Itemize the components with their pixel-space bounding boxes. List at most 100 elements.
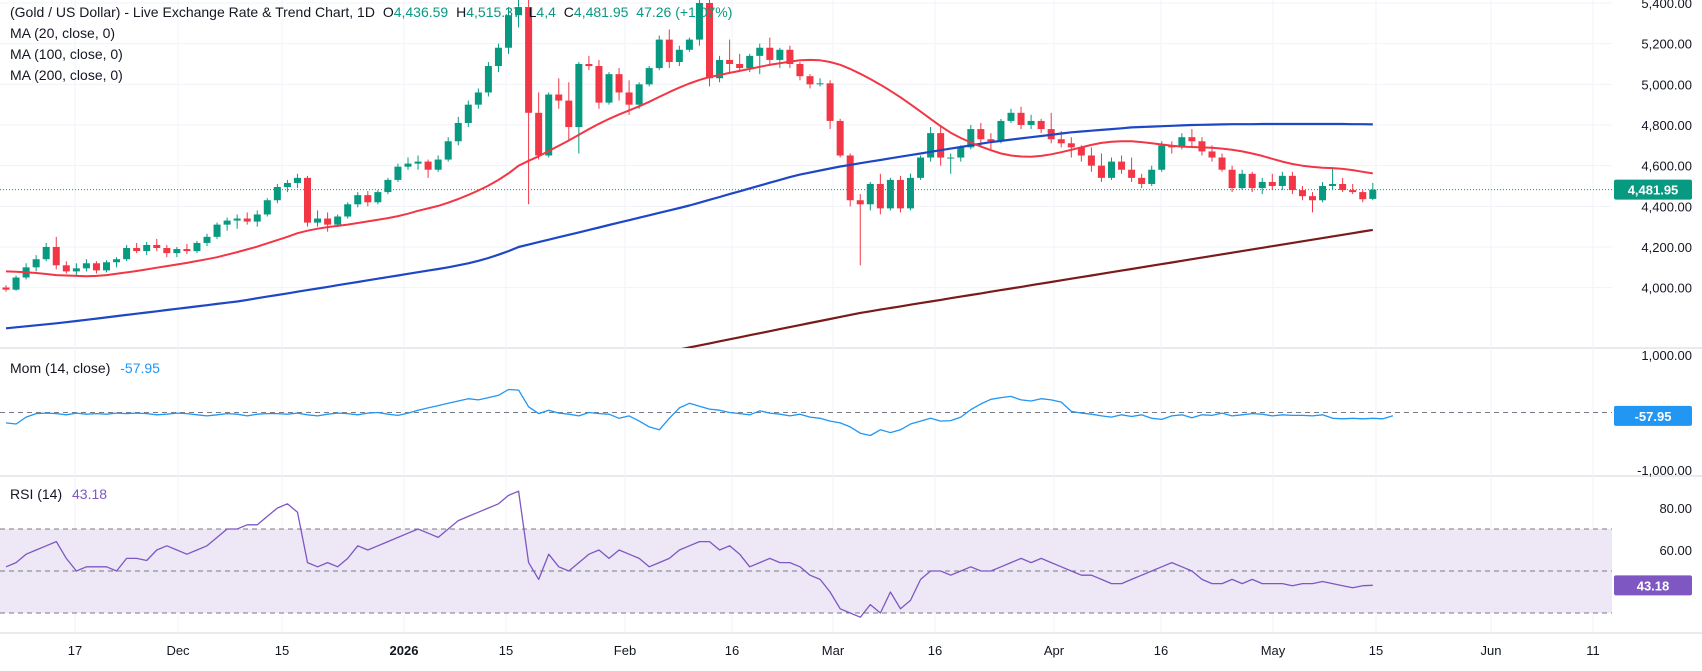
candle-body (796, 64, 804, 77)
rsi-line (5, 490, 1373, 618)
candle-body (866, 183, 874, 205)
candle-body (1158, 145, 1166, 170)
candle-body (42, 247, 50, 260)
rsi-badge (1614, 575, 1692, 596)
time-tick-label: 15 (275, 643, 289, 658)
candle-body (876, 183, 884, 209)
candle-body (143, 244, 151, 252)
candle-body (314, 218, 322, 223)
candle-body (927, 133, 935, 158)
candle-body (1208, 151, 1216, 158)
ma20-legend[interactable]: MA (20, close, 0) (10, 25, 116, 41)
open-label: O (382, 4, 394, 20)
candle-body (113, 259, 121, 263)
candle-body (1339, 183, 1347, 191)
candle-body (183, 249, 191, 252)
high-value: 4,515.37 (466, 4, 521, 20)
ma200-legend[interactable]: MA (200, close, 0) (10, 67, 123, 83)
candle-body (494, 47, 502, 67)
momentum-tick-label: 1,000.00 (1641, 348, 1692, 363)
candle-body (474, 92, 482, 105)
candle-body (806, 76, 814, 85)
candle-body (304, 177, 311, 223)
candle-body (253, 214, 261, 222)
candle-body (374, 192, 382, 203)
symbol-legend: (Gold / US Dollar) - Live Exchange Rate … (10, 2, 732, 22)
candle-body (816, 83, 824, 85)
candle-body (957, 147, 965, 158)
symbol-title[interactable]: (Gold / US Dollar) - Live Exchange Rate … (10, 4, 375, 20)
candle-body (1228, 169, 1236, 189)
candle-body (595, 66, 603, 103)
candle-body (123, 248, 131, 260)
candle-body (414, 161, 422, 164)
candle-body (484, 66, 492, 93)
candle-body (384, 179, 392, 193)
momentum-label: Mom (14, close) (10, 360, 111, 376)
value-badges: 4,481.95 -57.95 43.18 (1614, 179, 1692, 596)
candle-body (394, 166, 402, 180)
candle-body (12, 277, 20, 290)
ma20-line (5, 58, 1373, 278)
candle-body (1007, 112, 1015, 121)
rsi-legend[interactable]: RSI (14) 43.18 (10, 484, 107, 504)
candle-body (665, 39, 673, 62)
rsi-label: RSI (14) (10, 486, 63, 502)
price-tick-label: 5,400.00 (1641, 0, 1692, 11)
candle-body (82, 263, 90, 269)
candle-body (967, 129, 975, 148)
price-tick-label: 4,000.00 (1641, 281, 1692, 296)
momentum-tick-label: -1,000.00 (1637, 463, 1692, 478)
candle-body (334, 216, 342, 225)
candle-body (203, 236, 211, 243)
price-tick-label: 5,200.00 (1641, 37, 1692, 52)
time-tick-label: 17 (68, 643, 82, 658)
candle-body (575, 64, 583, 128)
rsi-pane (5, 490, 1373, 618)
time-tick-label: 11 (1586, 643, 1600, 658)
candle-body (1238, 173, 1246, 189)
candle-body (987, 139, 995, 142)
candle-body (615, 74, 623, 93)
candle-body (1329, 183, 1337, 186)
candle-body (645, 68, 653, 85)
candle-body (545, 94, 553, 156)
time-tick-label: May (1261, 643, 1286, 658)
price-tick-label: 4,400.00 (1641, 199, 1692, 214)
candle-body (695, 3, 703, 40)
candle-body (1369, 189, 1377, 199)
axes: 5,400.00 5,200.00 5,000.00 4,800.00 4,600.00… (68, 0, 1692, 658)
ma100-line (5, 122, 1373, 330)
candle-body (605, 74, 613, 103)
time-tick-label: 15 (1369, 643, 1383, 658)
candle-body (1148, 169, 1156, 184)
candle-body (1027, 120, 1035, 125)
candle-body (1298, 190, 1306, 197)
candle-body (233, 218, 241, 221)
candle-body (223, 220, 231, 225)
candle-body (655, 39, 663, 69)
momentum-value: -57.95 (120, 360, 160, 376)
candle-body (1258, 181, 1266, 189)
change-value: 47.26 (+1.07%) (636, 4, 733, 20)
momentum-legend[interactable]: Mom (14, close) -57.95 (10, 358, 160, 378)
price-tick-label: 5,000.00 (1641, 77, 1692, 92)
momentum-pane (0, 388, 1612, 437)
candle-body (1087, 155, 1095, 166)
time-tick-label: Dec (166, 643, 190, 658)
candle-body (273, 187, 281, 201)
rsi-tick-label: 80.00 (1659, 501, 1692, 516)
candle-body (444, 141, 452, 160)
candle-body (1309, 196, 1316, 201)
candle-body (1268, 181, 1276, 186)
candle-body (826, 83, 834, 121)
open-value: 4,436.59 (393, 4, 449, 20)
candle-body (1077, 147, 1085, 156)
candle-body (293, 177, 301, 183)
candle-body (856, 200, 864, 205)
candle-body (555, 94, 563, 101)
ma100-legend[interactable]: MA (100, close, 0) (10, 46, 123, 62)
candle-body (1128, 169, 1136, 178)
candle-body (565, 100, 573, 128)
